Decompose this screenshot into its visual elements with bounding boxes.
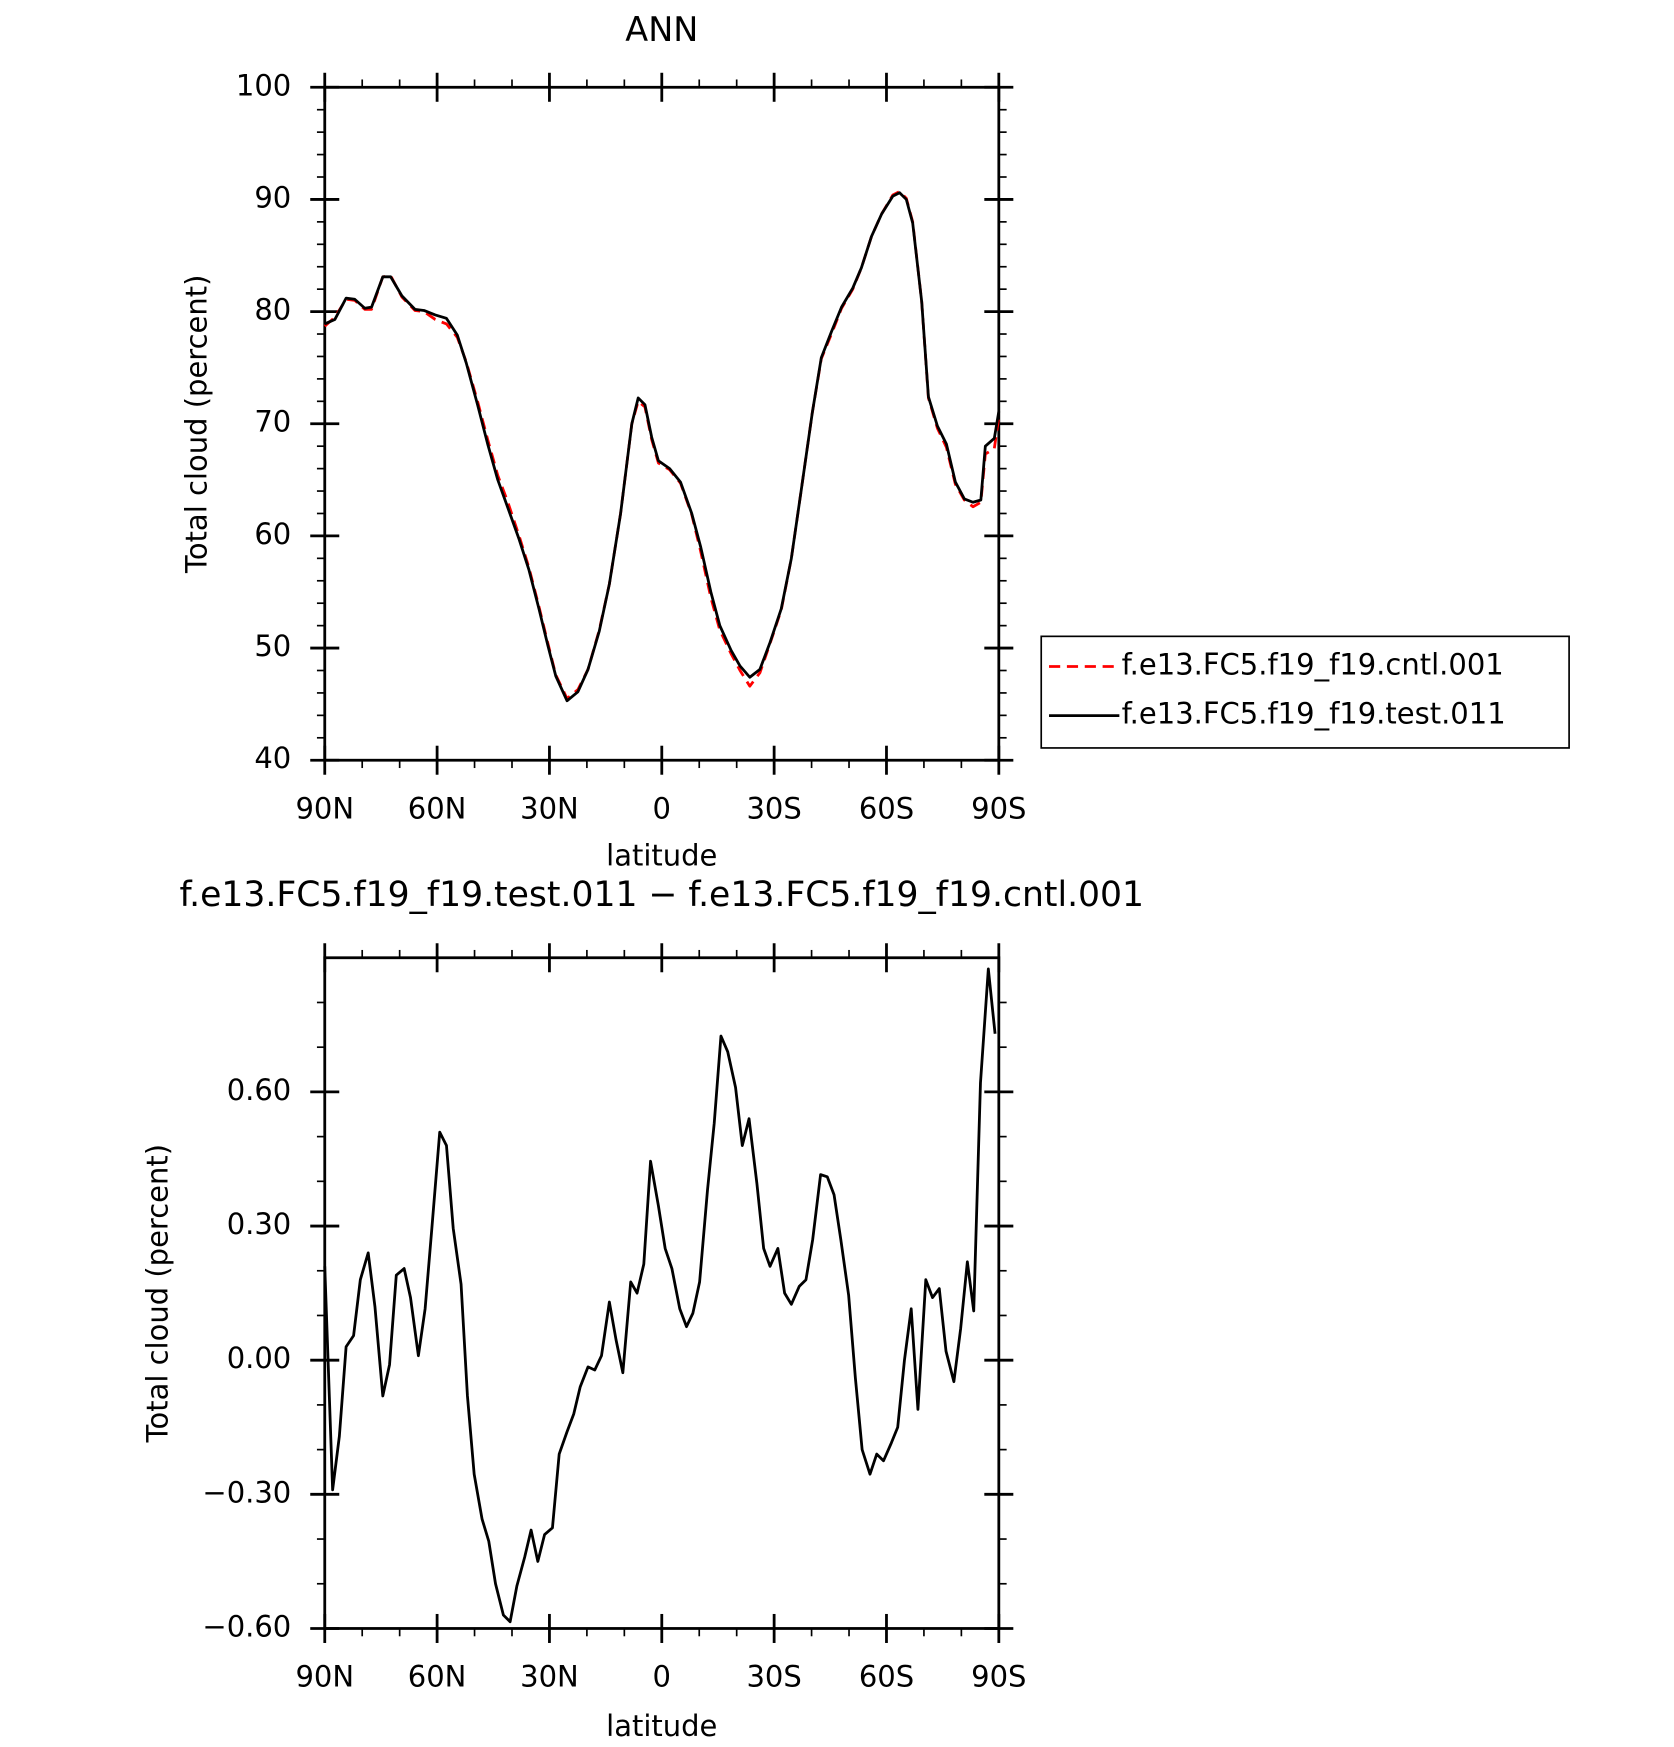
y-tick-label: 40	[254, 741, 291, 775]
y-tick-label: 80	[254, 293, 291, 327]
x-tick-label: 90N	[295, 791, 354, 825]
y-tick-label: 70	[254, 405, 291, 439]
data-line	[324, 191, 1001, 703]
y-tick-label: 60	[254, 517, 291, 551]
x-tick-label: 0	[653, 791, 671, 825]
legend-label: f.e13.FC5.f19_f19.cntl.001	[1122, 647, 1504, 681]
legend-label: f.e13.FC5.f19_f19.test.011	[1122, 697, 1506, 731]
x-tick-label: 30N	[520, 791, 579, 825]
y-tick-label: 0.60	[227, 1073, 292, 1107]
y-tick-label: 100	[236, 68, 291, 102]
x-tick-label: 30S	[746, 791, 801, 825]
y-axis-label: Total cloud (percent)	[141, 1144, 175, 1443]
chart-title: ANN	[625, 10, 698, 49]
y-tick-label: 0.00	[227, 1341, 292, 1375]
x-axis-label: latitude	[606, 838, 717, 872]
y-axis-label: Total cloud (percent)	[180, 275, 214, 574]
plot-frame	[323, 85, 1001, 762]
y-tick-label: 0.30	[227, 1207, 292, 1241]
x-tick-label: 60S	[859, 1660, 914, 1694]
data-line	[323, 190, 1001, 700]
x-tick-label: 60N	[408, 791, 467, 825]
x-tick-label: 60S	[859, 791, 914, 825]
x-tick-label: 60N	[408, 1660, 467, 1694]
y-tick-label: 50	[254, 629, 291, 663]
y-tick-label: −0.60	[202, 1609, 291, 1643]
data-line	[323, 967, 997, 1624]
legend-box	[1040, 635, 1570, 749]
chart-title: f.e13.FC5.f19_f19.test.011 − f.e13.FC5.f…	[180, 875, 1145, 915]
x-tick-label: 90S	[971, 791, 1026, 825]
x-tick-label: 90N	[295, 1660, 354, 1694]
x-tick-label: 0	[653, 1660, 671, 1694]
y-tick-label: 90	[254, 180, 291, 214]
x-tick-label: 90S	[971, 1660, 1026, 1694]
x-tick-label: 30N	[520, 1660, 579, 1694]
x-axis-label: latitude	[606, 1709, 717, 1743]
x-tick-label: 30S	[746, 1660, 801, 1694]
y-tick-label: −0.30	[202, 1475, 291, 1509]
